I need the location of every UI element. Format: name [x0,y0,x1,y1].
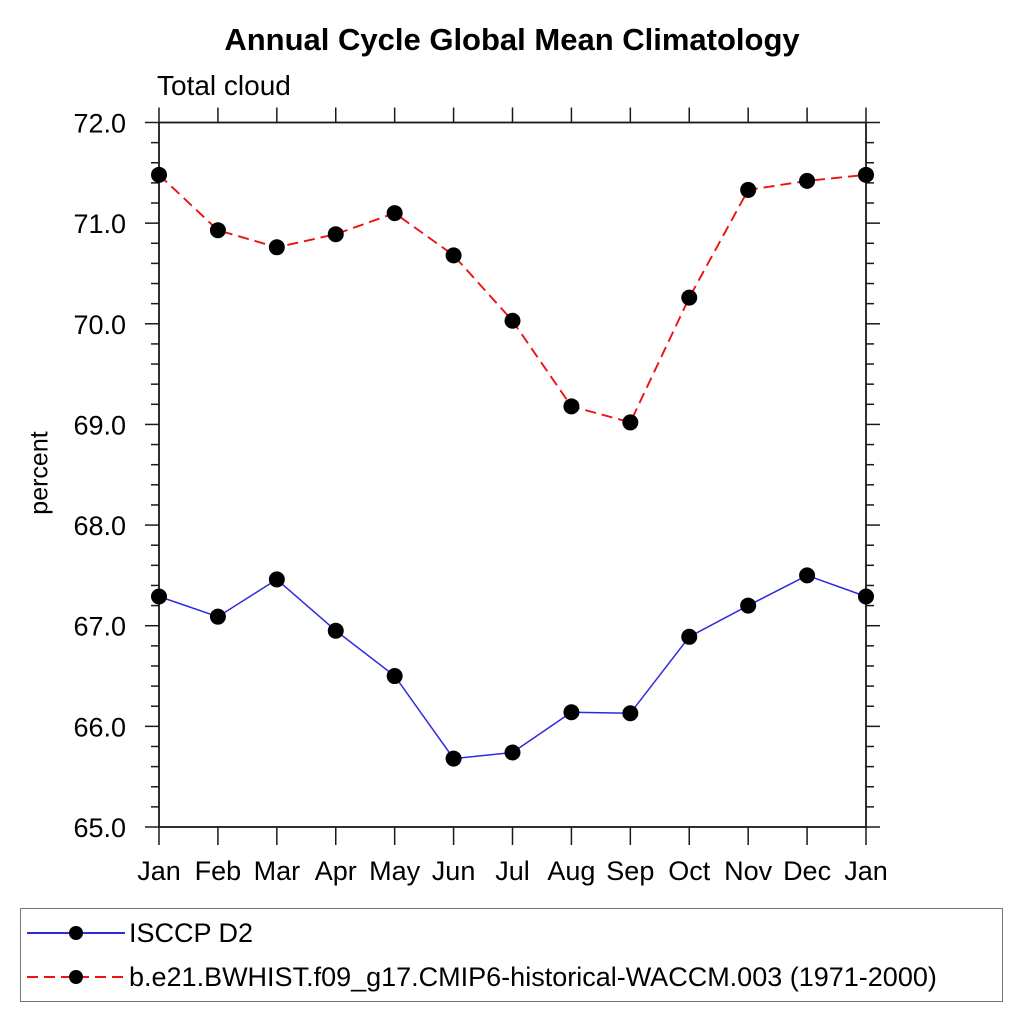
y-tick-labels: 65.0 66.0 67.0 68.0 69.0 70.0 71.0 72.0 [73,109,126,844]
x-tick-label: Jan [844,856,888,886]
y-tick-label: 72.0 [73,109,126,139]
y-tick-label: 70.0 [73,310,126,340]
plot-frame [158,121,867,828]
x-tick-label: Dec [783,856,831,886]
legend-marker-dot [69,926,83,940]
x-tick-label: Nov [724,856,773,886]
data-point-marker [386,205,403,222]
legend-label: b.e21.BWHIST.f09_g17.CMIP6-historical-WA… [129,961,937,992]
data-point-marker [563,704,580,721]
series-line [158,173,867,424]
series-0 [151,567,874,767]
chart-title: Annual Cycle Global Mean Climatology [224,22,800,57]
data-point-marker [504,744,521,761]
data-point-marker [740,597,757,614]
x-tick-label: May [369,856,421,886]
x-tick-labels: Jan Feb Mar Apr May Jun Jul Aug Sep Oct Nov Dec Jan [137,856,888,886]
y-tick-label: 71.0 [73,209,126,239]
data-point-marker [151,588,167,605]
data-point-marker [268,239,285,256]
x-tick-label: Jan [137,856,181,886]
data-point-marker [858,166,874,183]
x-tick-label: Sep [606,856,654,886]
data-point-marker [209,608,226,625]
legend-item: b.e21.BWHIST.f09_g17.CMIP6-historical-WA… [25,957,1002,997]
legend-dashed-line-icon [27,970,125,984]
data-point-marker [799,567,816,584]
x-tick-label: Oct [668,856,711,886]
data-point-marker [563,398,580,415]
x-tick-label: Mar [254,856,301,886]
data-point-marker [504,312,521,329]
legend-solid-line-icon [27,926,125,940]
y-tick-label: 69.0 [73,410,126,440]
y-tick-label: 67.0 [73,612,126,642]
chart-subtitle: Total cloud [157,70,291,101]
data-point-marker [681,289,698,306]
x-tick-label: Feb [195,856,242,886]
data-point-marker [386,668,403,685]
x-tick-label: Jul [495,856,530,886]
data-point-marker [327,226,344,243]
data-point-marker [268,571,285,588]
x-tick-label: Aug [547,856,595,886]
data-point-marker [327,622,344,639]
x-tick-label: Apr [315,856,357,886]
series-1 [151,166,874,431]
data-point-marker [209,222,226,239]
series-line [158,574,867,760]
y-tick-label: 68.0 [73,511,126,541]
data-point-marker [799,172,816,189]
data-point-marker [151,166,167,183]
axis-ticks [145,107,880,845]
legend-item: ISCCP D2 [25,913,1002,953]
data-point-marker [622,414,639,431]
x-tick-label: Jun [432,856,476,886]
data-point-marker [681,628,698,645]
data-point-marker [622,705,639,722]
data-point-marker [858,588,874,605]
y-tick-label: 66.0 [73,712,126,742]
legend-marker-dot [69,970,83,984]
y-tick-label: 65.0 [73,813,126,843]
data-point-marker [445,750,462,767]
data-point-marker [445,247,462,264]
legend-label: ISCCP D2 [129,917,254,948]
legend: ISCCP D2 b.e21.BWHIST.f09_g17.CMIP6-hist… [20,908,1003,1002]
data-point-marker [740,181,757,198]
